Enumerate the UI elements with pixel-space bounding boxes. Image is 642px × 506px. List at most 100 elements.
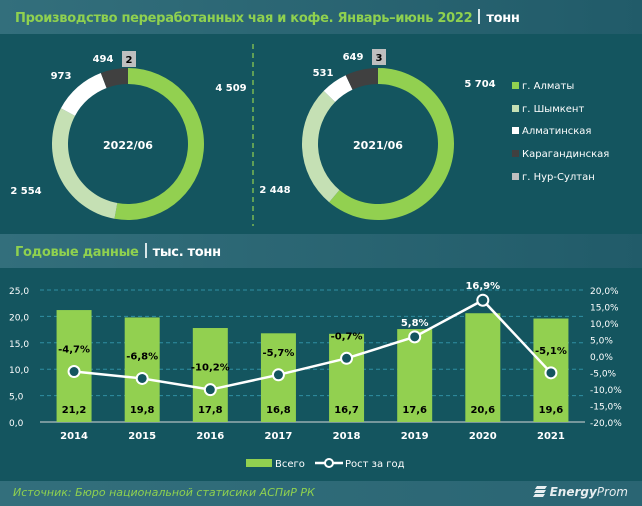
y2-tick-label: 5,0%	[590, 337, 613, 347]
legend-swatch-icon	[512, 105, 519, 112]
donut-slice	[51, 108, 118, 219]
growth-label: -10,2%	[191, 363, 230, 374]
legend-label: Алматинская	[522, 126, 592, 137]
footer: Источник: Бюро национальной статисики АС…	[0, 481, 642, 506]
section-header: Годовые данные тыс. тонн	[0, 234, 642, 268]
legend-line-label: Рост за год	[345, 459, 405, 470]
x-tick-label: 2014	[60, 431, 88, 442]
growth-label: -0,7%	[331, 331, 363, 342]
data-label-box	[122, 51, 136, 67]
legend-swatch-icon	[512, 82, 519, 89]
bar-value-label: 21,2	[62, 405, 87, 416]
legend-bar-swatch-icon	[246, 459, 272, 467]
bar-value-label: 17,6	[402, 405, 427, 416]
y2-tick-label: -20,0%	[590, 419, 622, 429]
data-label: 5 704	[464, 79, 495, 90]
data-label: 2 448	[259, 185, 290, 196]
growth-point	[340, 351, 354, 365]
legend-item-almatinskaya: Алматинская	[512, 126, 591, 137]
legend-item-shymkent: г. Шымкент	[512, 104, 584, 115]
annual-chart: 21,2 19,8 17,8 16,8 16,7 17,6 20,6 19,6 0,0 5,0 1…	[9, 281, 622, 470]
growth-line-path	[73, 298, 552, 391]
donut-center-label: 2022/06	[103, 139, 153, 152]
data-label: 2 554	[10, 186, 41, 197]
growth-point	[408, 330, 422, 344]
y2-tick-label: 0,0%	[590, 353, 613, 363]
y2-tick-label: 20,0%	[590, 287, 619, 297]
y2-tick-label: 10,0%	[590, 320, 619, 330]
bar	[465, 313, 501, 422]
y-tick-label: 20,0	[9, 313, 29, 323]
x-tick-label: 2021	[537, 431, 565, 442]
logo-text-light: Prom	[596, 485, 628, 499]
growth-point	[476, 293, 490, 307]
section-title: Годовые данные	[15, 245, 139, 260]
bar-value-label: 17,8	[198, 405, 223, 416]
logo-icon	[532, 486, 547, 497]
bar	[329, 333, 365, 422]
growth-point	[135, 371, 149, 385]
data-label: 973	[51, 71, 72, 82]
growth-point	[271, 368, 285, 382]
data-label: 4 509	[215, 83, 246, 94]
data-label: 2	[126, 55, 133, 66]
y-tick-label: 25,0	[9, 287, 29, 297]
y2-tick-label: 15,0%	[590, 304, 619, 314]
growth-label: -4,7%	[58, 345, 90, 356]
legend-swatch-icon	[512, 150, 519, 157]
section-unit: тыс. тонн	[152, 245, 222, 260]
legend-label: г. Нур-Султан	[522, 172, 595, 183]
bar-value-label: 16,7	[334, 405, 359, 416]
bar-value-label: 19,8	[130, 405, 155, 416]
donut-charts: 2022/06 4 509 2 554 973 494 2 2021/06 5 704 2 4…	[10, 44, 496, 226]
x-tick-label: 2019	[401, 431, 429, 442]
donut-slice	[114, 68, 204, 220]
header-text: Производство переработанных чая и кофе. …	[15, 9, 520, 26]
x-axis: 2014 2015 2016 2017 2018 2019 2020 2021	[60, 431, 565, 442]
data-label: 531	[313, 68, 334, 79]
legend-item-karaganda: Карагандинская	[512, 149, 609, 160]
growth-label: -6,8%	[126, 351, 158, 362]
y-axis-left: 0,0 5,0 10,0 15,0 20,0 25,0	[9, 287, 29, 429]
legend-swatch-icon	[512, 127, 519, 134]
data-label-box	[372, 49, 386, 65]
growth-line: -4,7% -6,8% -10,2% -5,7% -0,7% 5,8% 16,9% -5,1%	[58, 281, 567, 397]
donut-2021: 2021/06 5 704 2 448 531 649 3	[259, 49, 496, 220]
data-label: 649	[343, 52, 364, 63]
x-tick-label: 2020	[469, 431, 497, 442]
header-separator	[478, 9, 481, 24]
y2-tick-label: -10,0%	[590, 386, 622, 396]
bar-value-label: 20,6	[470, 405, 495, 416]
bar	[192, 328, 228, 422]
y-axis-right: -20,0% -15,0% -10,0% -5,0% 0,0% 5,0% 10,0% 15,0…	[590, 287, 622, 429]
legend-marker-icon	[324, 458, 334, 468]
bar	[124, 317, 160, 422]
data-label: 3	[376, 53, 383, 64]
donut-center-label: 2021/06	[353, 139, 403, 152]
donut-slice	[345, 68, 378, 90]
section-header-text: Годовые данные тыс. тонн	[15, 243, 221, 260]
section-separator	[144, 243, 147, 258]
legend-bar-label: Всего	[275, 459, 305, 470]
y2-tick-label: -15,0%	[590, 403, 622, 413]
bar-value-label: 16,8	[266, 405, 291, 416]
y-tick-label: 5,0	[9, 393, 24, 403]
growth-point	[544, 366, 558, 380]
growth-label: 16,9%	[465, 281, 500, 292]
donut-slice	[60, 73, 107, 116]
donut-slice	[329, 68, 454, 220]
energyprom-logo: EnergyProm	[532, 485, 628, 499]
grid-lines	[40, 289, 585, 423]
page-title: Производство переработанных чая и кофе. …	[15, 11, 473, 26]
donut-slice	[323, 75, 353, 103]
growth-label: 5,8%	[401, 318, 429, 329]
legend-label: г. Алматы	[522, 81, 575, 92]
x-tick-label: 2015	[128, 431, 156, 442]
growth-label: -5,7%	[262, 348, 294, 359]
bar-value-label: 19,6	[539, 405, 564, 416]
page-header: Производство переработанных чая и кофе. …	[0, 0, 642, 34]
growth-label: -5,1%	[535, 346, 567, 357]
y-tick-label: 10,0	[9, 366, 29, 376]
growth-point	[203, 383, 217, 397]
legend-item-nursultan: г. Нур-Султан	[512, 172, 595, 183]
